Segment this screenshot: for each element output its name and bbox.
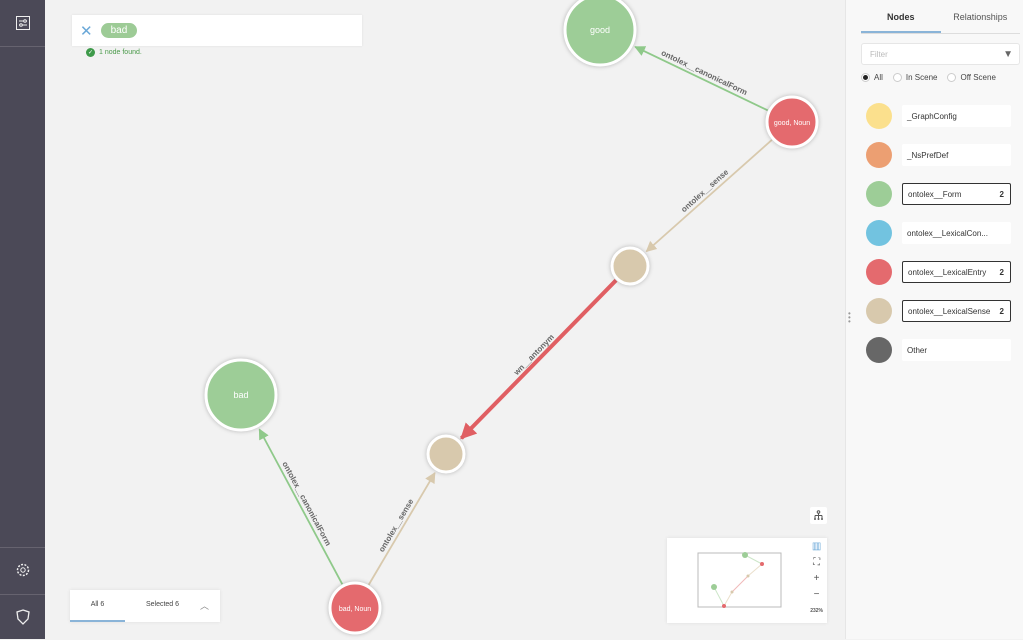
edge[interactable] <box>367 472 436 586</box>
tab-nodes[interactable]: Nodes <box>861 0 941 33</box>
category-label[interactable]: Other <box>902 339 1011 361</box>
edge-label: ontolex__canonicalForm <box>280 460 332 547</box>
category-label[interactable]: _GraphConfig <box>902 105 1011 127</box>
tab-selected[interactable]: Selected 6 <box>145 601 180 608</box>
category-color-dot <box>866 181 892 207</box>
category-item[interactable]: ontolex__LexicalEntry 2 <box>866 259 1011 285</box>
graph-node[interactable]: bad, Noun <box>328 581 382 635</box>
node-label: good, Noun <box>774 120 810 127</box>
hierarchy-icon <box>814 510 823 520</box>
radio-all[interactable]: All <box>861 73 883 82</box>
search-status: ✓ 1 node found. <box>86 48 142 57</box>
tab-all[interactable]: All 6 <box>70 590 125 622</box>
shield-icon[interactable] <box>0 594 45 640</box>
category-label[interactable]: ontolex__LexicalCon... <box>902 222 1011 244</box>
category-label[interactable]: ontolex__Form 2 <box>902 183 1011 205</box>
category-color-dot <box>866 337 892 363</box>
category-color-dot <box>866 103 892 129</box>
category-label[interactable]: ontolex__LexicalEntry 2 <box>902 261 1011 283</box>
graph-node[interactable] <box>610 246 650 286</box>
node-label: bad <box>233 390 248 400</box>
edge[interactable] <box>459 278 618 440</box>
category-color-dot <box>866 259 892 285</box>
right-panel: Nodes Relationships Filter ▼ All In Scene… <box>845 0 1023 639</box>
edge[interactable] <box>645 139 773 253</box>
filter-input[interactable]: Filter ▼ <box>861 43 1020 65</box>
edge[interactable] <box>258 428 344 585</box>
graph-canvas[interactable]: ontolex__canonicalForm ontolex__sense wn__… <box>45 0 845 639</box>
category-color-dot <box>866 142 892 168</box>
category-item[interactable]: ontolex__Form 2 <box>866 181 1011 207</box>
node-label: bad, Noun <box>339 606 371 613</box>
edge-label: ontolex__canonicalForm <box>660 48 749 97</box>
category-item[interactable]: _NsPrefDef <box>866 142 1011 168</box>
search-bar[interactable]: ✕ bad <box>72 15 362 46</box>
minimap[interactable]: ▥ ⛶ + − 232% <box>667 538 827 623</box>
edge-label: ontolex__sense <box>679 167 730 214</box>
edge[interactable] <box>634 46 769 112</box>
radio-in-scene[interactable]: In Scene <box>892 73 937 82</box>
chevron-up-icon[interactable]: ︿ <box>200 601 210 611</box>
zoom-out-button[interactable]: − <box>813 589 820 600</box>
edge-label: ontolex__sense <box>377 497 416 554</box>
edge-label: wn__antonym <box>511 333 555 378</box>
fit-screen-icon[interactable]: ⛶ <box>813 557 821 568</box>
node-label: good <box>590 25 610 35</box>
graph-node[interactable]: good, Noun <box>765 95 819 149</box>
category-color-dot <box>866 220 892 246</box>
status-text: 1 node found. <box>99 49 142 56</box>
category-color-dot <box>866 298 892 324</box>
category-item[interactable]: ontolex__LexicalSense 2 <box>866 298 1011 324</box>
map-icon[interactable]: ▥ <box>811 541 822 552</box>
category-label[interactable]: _NsPrefDef <box>902 144 1011 166</box>
graph-node[interactable] <box>426 434 466 474</box>
left-sidebar <box>0 0 45 639</box>
selection-panel: All 6 Selected 6 ︿ <box>70 590 220 622</box>
close-icon[interactable]: ✕ <box>80 22 93 40</box>
category-item[interactable]: ontolex__LexicalCon... <box>866 220 1011 246</box>
layout-hierarchy-button[interactable] <box>810 507 827 524</box>
search-chip[interactable]: bad <box>100 23 138 38</box>
filter-placeholder: Filter <box>870 49 888 59</box>
category-item[interactable]: _GraphConfig <box>866 103 1011 129</box>
check-icon: ✓ <box>86 48 95 57</box>
category-item[interactable]: Other <box>866 337 1011 363</box>
radio-off-scene[interactable]: Off Scene <box>947 73 996 82</box>
tab-relationships[interactable]: Relationships <box>953 12 1008 22</box>
category-label[interactable]: ontolex__LexicalSense 2 <box>902 300 1011 322</box>
graph-node[interactable]: bad <box>204 358 278 432</box>
zoom-in-button[interactable]: + <box>813 573 820 584</box>
graph-node[interactable]: good <box>563 0 637 67</box>
zoom-level: 232% <box>810 608 823 614</box>
gear-icon[interactable] <box>0 547 45 593</box>
filter-icon[interactable]: ▼ <box>1003 48 1013 60</box>
panel-resize-handle[interactable]: • • • <box>848 309 851 326</box>
settings-sliders-icon[interactable] <box>0 0 45 46</box>
